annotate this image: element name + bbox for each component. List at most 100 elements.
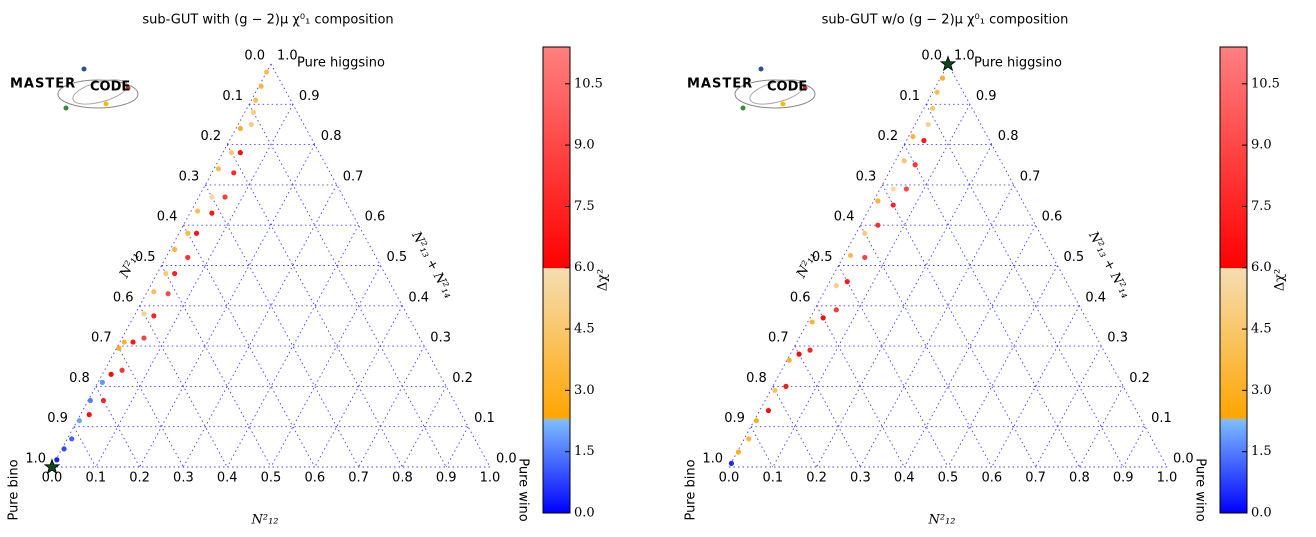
colorbar-tick-label: 10.5 <box>1251 76 1280 91</box>
grid-line <box>925 104 1124 468</box>
data-point <box>264 69 270 75</box>
data-point <box>875 198 881 204</box>
data-point <box>796 351 802 357</box>
colorbar-tick-label: 6.0 <box>574 260 595 275</box>
data-point <box>215 166 222 172</box>
colorbar-tick-label: 9.0 <box>574 138 595 153</box>
data-point <box>130 339 136 345</box>
data-point <box>121 339 127 345</box>
logo-text: MASTER <box>10 77 76 92</box>
colorbar-segment <box>543 418 570 513</box>
data-point <box>141 311 147 317</box>
bottom-tick-label: 0.6 <box>981 471 1002 486</box>
bottom-tick-label: 0.2 <box>129 471 150 486</box>
right-tick-label: 0.7 <box>343 169 364 184</box>
logo-dot <box>802 85 808 91</box>
grid-line <box>860 184 1015 468</box>
data-point <box>903 186 909 192</box>
left-tick-label: 0.6 <box>113 290 134 305</box>
data-point <box>939 75 946 81</box>
left-tick-label: 0.3 <box>179 169 200 184</box>
right-tick-label: 0.4 <box>1085 290 1106 305</box>
data-point <box>847 252 854 259</box>
data-point <box>862 230 868 236</box>
grid-line <box>183 224 316 468</box>
grid-line <box>73 426 97 468</box>
right-tick-label: 0.0 <box>496 452 517 467</box>
bottom-tick-label: 0.2 <box>806 471 827 486</box>
right-tick-label: 0.7 <box>1020 169 1041 184</box>
bottom-tick-label: 0.8 <box>392 471 413 486</box>
left-tick-label: 0.3 <box>856 169 877 184</box>
grid-line <box>860 224 993 468</box>
bottom-tick-label: 1.0 <box>1157 471 1178 486</box>
left-tick-label: 0.7 <box>768 331 789 346</box>
data-point <box>862 254 868 261</box>
left-tick-label: 0.4 <box>157 210 178 225</box>
data-point <box>250 109 257 115</box>
data-point <box>912 162 918 168</box>
data-point <box>934 89 940 95</box>
data-point <box>99 379 105 385</box>
left-tick-label: 1.0 <box>702 452 723 467</box>
colorbar-tick-label: 0.0 <box>1251 506 1272 521</box>
data-point <box>772 387 778 394</box>
chart-title: sub-GUT with (g − 2)μ χ⁰₁ composition <box>142 13 393 28</box>
data-point <box>69 436 75 442</box>
grid-line <box>161 265 272 468</box>
data-point <box>87 397 93 404</box>
logo-text: CODE <box>90 80 130 95</box>
logo: MASTER CODE <box>687 66 816 111</box>
corner-label: Pure bino <box>684 459 699 520</box>
grid-line <box>358 345 425 468</box>
right-tick-label: 0.2 <box>1129 371 1150 386</box>
grid-line <box>183 184 338 468</box>
data-point <box>844 279 850 285</box>
data-point <box>807 347 813 353</box>
left-tick-label: 1.0 <box>25 452 46 467</box>
data-point <box>119 367 125 373</box>
grid-line <box>270 265 381 468</box>
colorbar-frame <box>1219 46 1248 514</box>
right-tick-label: 0.5 <box>1064 250 1085 265</box>
logo-text: MASTER <box>687 77 753 92</box>
data-point <box>231 170 237 176</box>
right-tick-label: 0.2 <box>452 371 473 386</box>
corner-label: Pure higgsino <box>297 56 385 71</box>
colorbar-segment <box>1220 418 1247 513</box>
data-point <box>209 194 215 200</box>
logo-text: CODE <box>767 80 807 95</box>
grid-line <box>402 386 447 468</box>
right-tick-label: 0.8 <box>998 129 1019 144</box>
bottom-tick-label: 0.4 <box>894 471 915 486</box>
logo-dot <box>740 105 746 111</box>
right-tick-label: 0.3 <box>1107 331 1128 346</box>
grid-line <box>772 104 971 468</box>
colorbar-frame <box>542 46 571 514</box>
grid-line <box>1079 386 1124 468</box>
x-axis-label: N²₁₂ <box>927 513 955 528</box>
colorbar-tick-label: 7.5 <box>1251 199 1272 214</box>
data-point <box>890 186 896 192</box>
x-axis-label: N²₁₂ <box>250 513 278 528</box>
data-point <box>833 307 839 313</box>
data-point <box>809 319 815 325</box>
right-tick-label: 0.5 <box>387 250 408 265</box>
corner-label: Pure wino <box>516 458 531 522</box>
grid-line <box>226 224 359 468</box>
data-point <box>765 407 772 414</box>
grid-line <box>838 265 949 468</box>
right-tick-label: 0.9 <box>299 89 320 104</box>
data-point <box>901 158 907 164</box>
left-tick-label: 0.0 <box>244 49 265 64</box>
data-point <box>151 289 157 295</box>
data-point <box>86 412 92 418</box>
data-point <box>746 436 752 442</box>
data-point <box>172 270 178 277</box>
grid-line <box>95 386 140 468</box>
data-point <box>921 137 927 144</box>
right-tick-label: 0.3 <box>430 331 451 346</box>
colorbar-tick-label: 0.0 <box>574 506 595 521</box>
data-point <box>910 133 916 140</box>
